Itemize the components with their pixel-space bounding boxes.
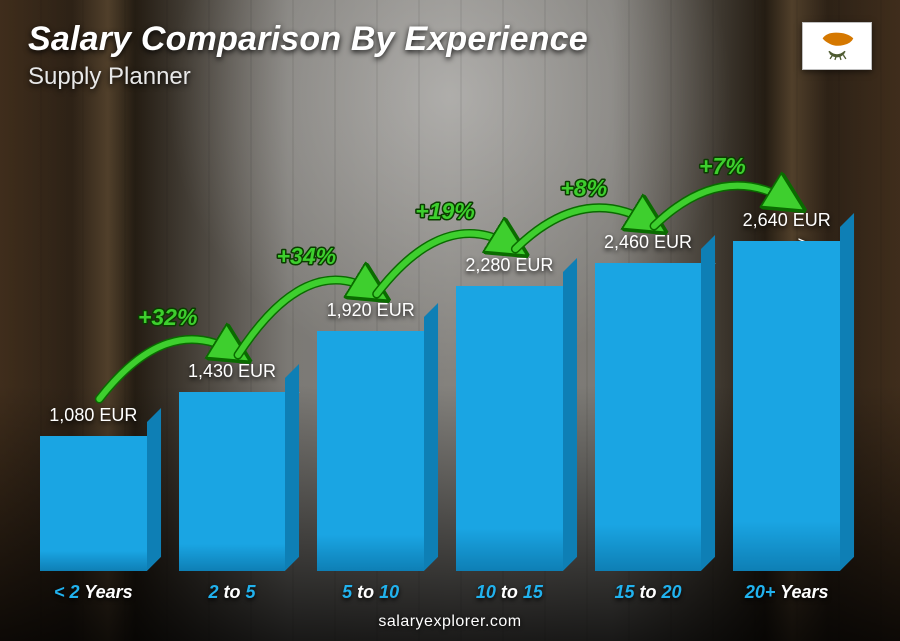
bar <box>40 436 147 571</box>
bar <box>317 331 424 571</box>
bar-value-label: 2,280 EUR <box>465 255 553 276</box>
bar-value-label: 1,920 EUR <box>327 300 415 321</box>
bar-column: 1,080 EUR <box>40 405 147 571</box>
bar <box>733 241 840 571</box>
bar <box>595 263 702 571</box>
cyprus-flag-icon <box>802 22 872 70</box>
bar-value-label: 1,080 EUR <box>49 405 137 426</box>
x-axis-label: < 2 Years <box>40 582 147 603</box>
x-axis-label: 2 to 5 <box>179 582 286 603</box>
bar-column: 1,920 EUR <box>317 300 424 571</box>
bar-column: 2,460 EUR <box>595 232 702 571</box>
x-axis-label: 10 to 15 <box>456 582 563 603</box>
bar-value-label: 1,430 EUR <box>188 361 276 382</box>
x-axis: < 2 Years 2 to 5 5 to 10 10 to 15 15 to 20 20… <box>40 582 840 603</box>
x-axis-label: 15 to 20 <box>595 582 702 603</box>
bar-column: 2,280 EUR <box>456 255 563 571</box>
header: Salary Comparison By Experience Supply P… <box>28 20 872 91</box>
page-title: Salary Comparison By Experience <box>28 20 872 59</box>
bar-column: 2,640 EUR <box>733 210 840 571</box>
bar <box>179 392 286 571</box>
salary-bar-chart: 1,080 EUR 1,430 EUR 1,920 EUR 2,280 <box>40 111 840 571</box>
bar-value-label: 2,640 EUR <box>743 210 831 231</box>
footer-attribution: salaryexplorer.com <box>0 613 900 631</box>
x-axis-label: 5 to 10 <box>317 582 424 603</box>
page-subtitle: Supply Planner <box>28 63 872 91</box>
bar-column: 1,430 EUR <box>179 361 286 571</box>
bar-value-label: 2,460 EUR <box>604 232 692 253</box>
x-axis-label: 20+ Years <box>733 582 840 603</box>
bar <box>456 286 563 571</box>
